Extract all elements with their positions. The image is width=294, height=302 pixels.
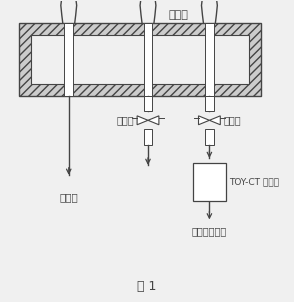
Polygon shape [198,116,209,125]
Text: TOY-CT 透氧仪: TOY-CT 透氧仪 [229,177,279,186]
Polygon shape [148,116,159,125]
Polygon shape [137,116,148,125]
Text: 燃油箱: 燃油箱 [169,10,189,20]
Text: 排空阀: 排空阀 [116,115,134,125]
Bar [143,95,153,111]
Text: 氮气进: 氮气进 [59,193,78,203]
Bar [143,23,153,95]
Bar [205,23,214,95]
Bar [31,35,249,84]
Bar [143,129,153,145]
Text: 氮气、氧气出: 氮气、氧气出 [192,226,227,236]
Text: 信号阀: 信号阀 [223,115,241,125]
Bar [205,95,214,111]
Bar [19,23,261,95]
Polygon shape [209,116,220,125]
Bar [64,23,73,95]
Bar [193,163,226,201]
Bar [205,129,214,145]
Text: 图 1: 图 1 [137,280,157,293]
